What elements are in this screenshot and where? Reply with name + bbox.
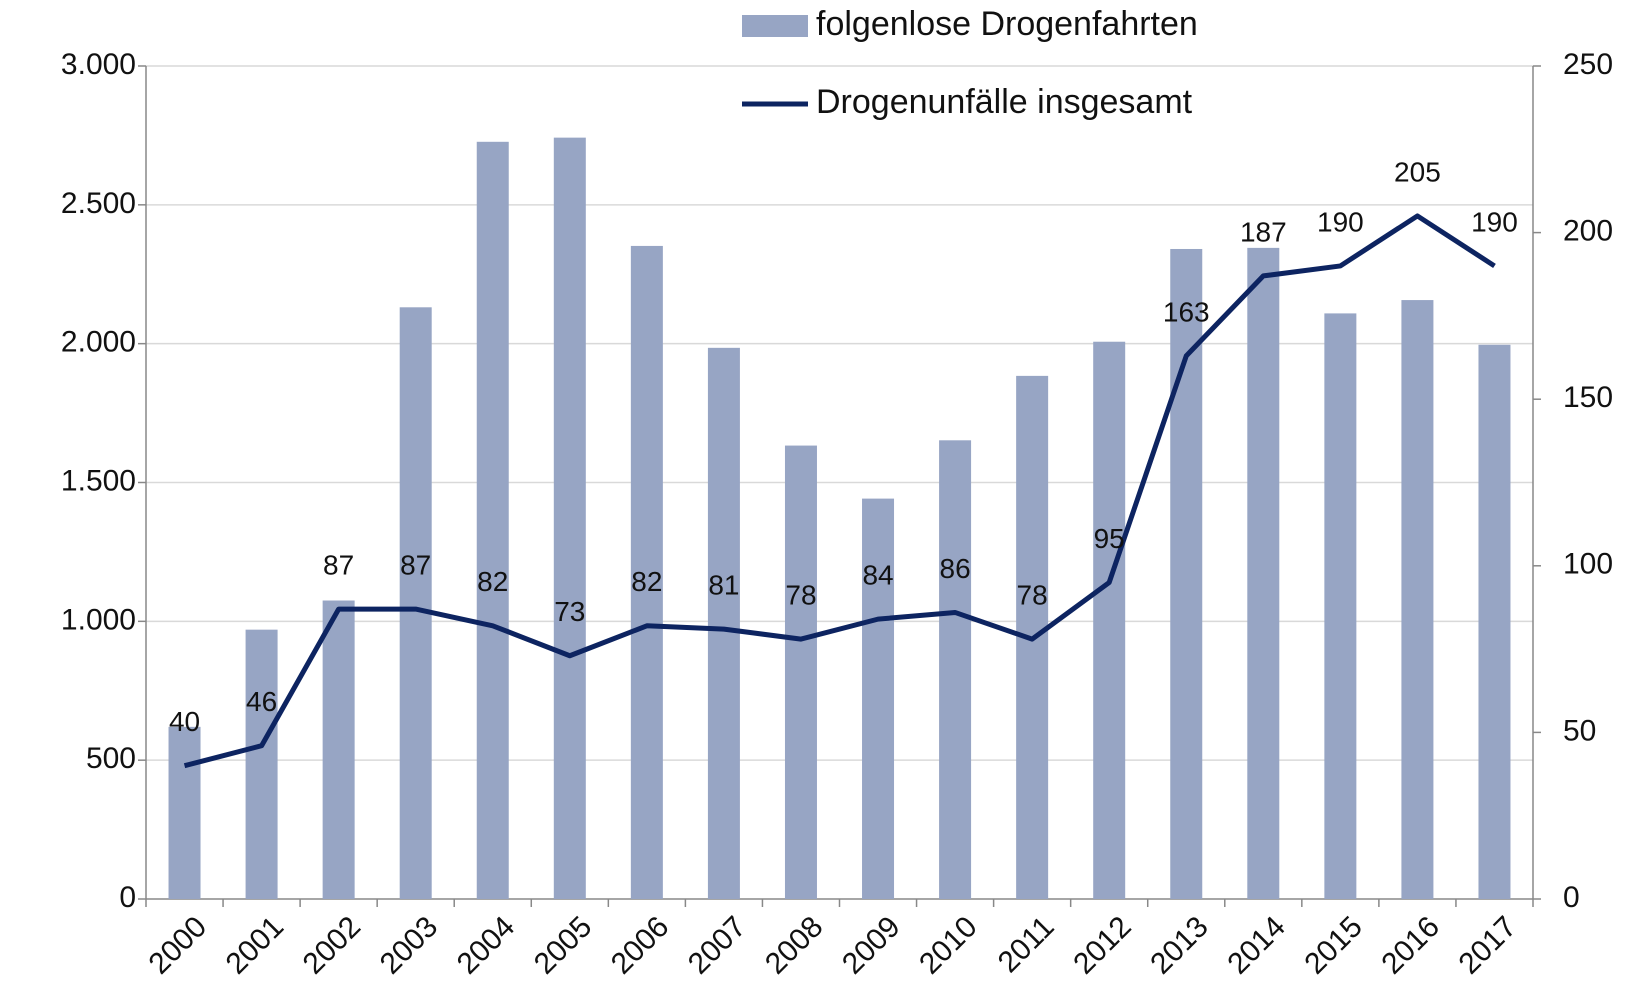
x-tick-label: 2007 bbox=[682, 910, 753, 981]
x-tick-label: 2017 bbox=[1452, 910, 1523, 981]
data-label: 73 bbox=[554, 596, 585, 627]
y2-tick-label: 100 bbox=[1563, 548, 1613, 581]
legend-label: folgenlose Drogenfahrten bbox=[816, 5, 1198, 43]
bar bbox=[322, 600, 355, 899]
x-tick-label: 2009 bbox=[836, 910, 907, 981]
x-tick-label: 2014 bbox=[1221, 910, 1292, 981]
data-label: 86 bbox=[940, 553, 971, 584]
x-tick-label: 2005 bbox=[528, 910, 599, 981]
x-tick-label: 2015 bbox=[1298, 910, 1369, 981]
y-tick-label: 3.000 bbox=[61, 48, 136, 81]
data-label: 190 bbox=[1471, 206, 1518, 237]
data-label: 87 bbox=[400, 550, 431, 581]
y-tick-label: 1.000 bbox=[61, 603, 136, 636]
x-tick-label: 2016 bbox=[1375, 910, 1446, 981]
bar bbox=[784, 445, 817, 899]
bar bbox=[862, 498, 895, 899]
legend-label: Drogenunfälle insgesamt bbox=[816, 83, 1193, 121]
bar bbox=[553, 137, 586, 899]
x-tick-label: 2001 bbox=[220, 910, 291, 981]
y2-tick-label: 150 bbox=[1563, 381, 1613, 414]
x-tick-label: 2010 bbox=[913, 910, 984, 981]
bar bbox=[939, 440, 972, 899]
y-tick-label: 2.500 bbox=[61, 187, 136, 220]
x-tick-label: 2003 bbox=[374, 910, 445, 981]
data-label: 163 bbox=[1163, 296, 1210, 327]
y2-tick-label: 0 bbox=[1563, 881, 1580, 914]
y2-tick-label: 50 bbox=[1563, 714, 1596, 747]
data-label: 87 bbox=[323, 550, 354, 581]
y-tick-label: 500 bbox=[86, 742, 136, 775]
y2-tick-label: 200 bbox=[1563, 215, 1613, 248]
bar bbox=[1247, 247, 1280, 899]
data-label: 95 bbox=[1094, 523, 1125, 554]
bar bbox=[1478, 344, 1511, 899]
bar bbox=[1324, 313, 1357, 899]
y-tick-label: 2.000 bbox=[61, 326, 136, 359]
data-label: 82 bbox=[631, 566, 662, 597]
data-label: 190 bbox=[1317, 206, 1364, 237]
x-tick-label: 2000 bbox=[143, 910, 214, 981]
data-label: 40 bbox=[169, 706, 200, 737]
bar bbox=[168, 726, 201, 899]
data-label: 81 bbox=[708, 569, 739, 600]
bar bbox=[399, 307, 432, 899]
x-tick-label: 2002 bbox=[297, 910, 368, 981]
bar bbox=[476, 141, 509, 900]
data-label: 205 bbox=[1394, 156, 1441, 187]
legend-swatch bbox=[742, 15, 808, 37]
data-label: 78 bbox=[1017, 579, 1048, 610]
bar bbox=[707, 347, 740, 899]
data-label: 84 bbox=[862, 560, 893, 591]
x-tick-label: 2012 bbox=[1067, 910, 1138, 981]
data-label: 78 bbox=[785, 579, 816, 610]
x-tick-label: 2011 bbox=[992, 910, 1061, 979]
x-tick-label: 2013 bbox=[1144, 910, 1215, 981]
data-label: 82 bbox=[477, 566, 508, 597]
x-tick-label: 2004 bbox=[451, 910, 522, 981]
bar bbox=[245, 629, 278, 899]
bar bbox=[1401, 300, 1434, 899]
y-tick-label: 1.500 bbox=[61, 464, 136, 497]
bar bbox=[1093, 341, 1126, 899]
x-tick-label: 2008 bbox=[759, 910, 830, 981]
data-label: 187 bbox=[1240, 216, 1287, 247]
x-tick-label: 2006 bbox=[605, 910, 676, 981]
y-tick-label: 0 bbox=[119, 881, 136, 914]
bar bbox=[630, 245, 663, 900]
line bbox=[183, 213, 1496, 769]
y2-tick-label: 250 bbox=[1563, 48, 1613, 81]
data-label: 46 bbox=[246, 686, 277, 717]
